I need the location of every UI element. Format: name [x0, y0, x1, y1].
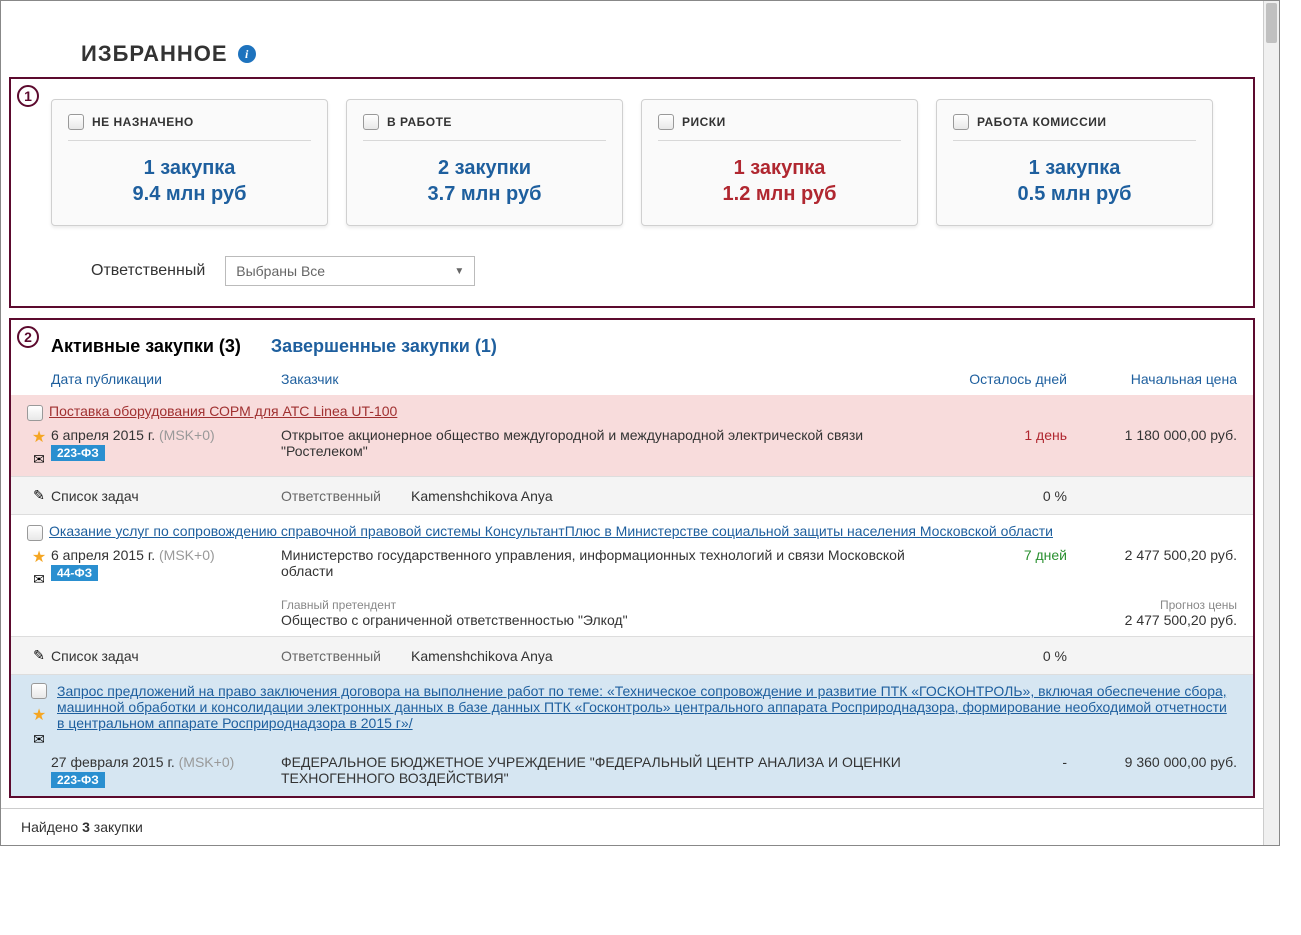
card-title: НЕ НАЗНАЧЕНО — [92, 115, 194, 129]
card-unassigned[interactable]: НЕ НАЗНАЧЕНО 1 закупка 9.4 млн руб — [51, 99, 328, 226]
card-title: В РАБОТЕ — [387, 115, 452, 129]
customer-name: Открытое акционерное общество междугород… — [281, 427, 937, 468]
customer-name: ФЕДЕРАЛЬНОЕ БЮДЖЕТНОЕ УЧРЕЖДЕНИЕ "ФЕДЕРА… — [281, 754, 937, 788]
law-badge: 44-ФЗ — [51, 565, 98, 581]
start-price: 2 477 500,20 руб. — [1067, 547, 1237, 588]
days-left: 7 дней — [937, 547, 1067, 588]
forecast-price: 2 477 500,20 руб. — [1067, 612, 1237, 628]
responsible-value: Kamenshchikova Anya — [411, 488, 937, 504]
customer-name: Министерство государственного управления… — [281, 547, 937, 588]
card-checkbox[interactable] — [658, 114, 674, 130]
star-icon[interactable]: ★ — [32, 427, 46, 447]
publish-date: 6 апреля 2015 г. — [51, 547, 155, 563]
card-count: 1 закупка — [953, 155, 1196, 181]
card-risks[interactable]: РИСКИ 1 закупка 1.2 млн руб — [641, 99, 918, 226]
card-title: РИСКИ — [682, 115, 726, 129]
publish-date: 27 февраля 2015 г. — [51, 754, 175, 770]
select-value: Выбраны Все — [236, 263, 325, 279]
card-count: 1 закупка — [658, 155, 901, 181]
timezone: (MSK+0) — [159, 547, 215, 563]
card-count: 1 закупка — [68, 155, 311, 181]
card-amount: 9.4 млн руб — [68, 181, 311, 207]
card-title: РАБОТА КОМИССИИ — [977, 115, 1107, 129]
star-icon[interactable]: ★ — [32, 705, 46, 725]
timezone: (MSK+0) — [159, 427, 215, 443]
responsible-label: Ответственный — [91, 262, 205, 280]
card-inprogress[interactable]: В РАБОТЕ 2 закупки 3.7 млн руб — [346, 99, 623, 226]
tasks-label[interactable]: Список задач — [51, 648, 281, 664]
responsible-label: Ответственный — [281, 488, 411, 504]
progress-pct: 0 % — [937, 488, 1067, 504]
card-checkbox[interactable] — [363, 114, 379, 130]
publish-date: 6 апреля 2015 г. — [51, 427, 155, 443]
edit-icon[interactable]: ✎ — [33, 487, 45, 504]
purchase-link[interactable]: Поставка оборудования СОРМ для АТС Linea… — [49, 403, 1237, 419]
page-title: ИЗБРАННОЕ — [81, 41, 228, 67]
tasks-label[interactable]: Список задач — [51, 488, 281, 504]
footer-count: Найдено 3 закупки — [1, 808, 1263, 845]
progress-pct: 0 % — [937, 648, 1067, 664]
days-left: - — [937, 754, 1067, 788]
tab-completed[interactable]: Завершенные закупки (1) — [271, 336, 497, 357]
mail-icon[interactable]: ✉ — [33, 731, 45, 748]
col-header-days[interactable]: Осталось дней — [937, 371, 1067, 387]
law-badge: 223-ФЗ — [51, 772, 105, 788]
section-marker-2: 2 — [17, 326, 39, 348]
purchase-link[interactable]: Запрос предложений на право заключения д… — [57, 683, 1237, 731]
edit-icon[interactable]: ✎ — [33, 647, 45, 664]
card-checkbox[interactable] — [953, 114, 969, 130]
card-amount: 1.2 млн руб — [658, 181, 901, 207]
section-marker-1: 1 — [17, 85, 39, 107]
contender-name: Общество с ограниченной ответственностью… — [281, 612, 917, 628]
tasks-row: ✎ Список задач Ответственный Kamenshchik… — [11, 476, 1253, 515]
timezone: (MSK+0) — [179, 754, 235, 770]
days-left: 1 день — [937, 427, 1067, 468]
table-row: ★ ✉ Запрос предложений на право заключен… — [11, 675, 1253, 796]
start-price: 1 180 000,00 руб. — [1067, 427, 1237, 468]
table-row: Поставка оборудования СОРМ для АТС Linea… — [11, 395, 1253, 476]
responsible-label: Ответственный — [281, 648, 411, 664]
scrollbar[interactable] — [1263, 1, 1279, 845]
scrollbar-thumb[interactable] — [1266, 3, 1277, 43]
purchase-link[interactable]: Оказание услуг по сопровождению справочн… — [49, 523, 1237, 539]
start-price: 9 360 000,00 руб. — [1067, 754, 1237, 788]
card-count: 2 закупки — [363, 155, 606, 181]
mail-icon[interactable]: ✉ — [33, 451, 45, 468]
card-commission[interactable]: РАБОТА КОМИССИИ 1 закупка 0.5 млн руб — [936, 99, 1213, 226]
info-icon[interactable]: i — [238, 45, 256, 63]
row-checkbox[interactable] — [31, 683, 47, 699]
col-header-price[interactable]: Начальная цена — [1067, 371, 1237, 387]
forecast-label: Прогноз цены — [1067, 598, 1237, 612]
mail-icon[interactable]: ✉ — [33, 571, 45, 588]
tasks-row: ✎ Список задач Ответственный Kamenshchik… — [11, 636, 1253, 675]
responsible-select[interactable]: Выбраны Все ▼ — [225, 256, 475, 286]
col-header-date[interactable]: Дата публикации — [51, 371, 281, 387]
contender-label: Главный претендент — [281, 598, 917, 612]
row-checkbox[interactable] — [27, 405, 43, 421]
chevron-down-icon: ▼ — [454, 266, 464, 277]
law-badge: 223-ФЗ — [51, 445, 105, 461]
table-row: Оказание услуг по сопровождению справочн… — [11, 515, 1253, 636]
row-checkbox[interactable] — [27, 525, 43, 541]
card-checkbox[interactable] — [68, 114, 84, 130]
tab-active[interactable]: Активные закупки (3) — [51, 336, 241, 357]
card-amount: 0.5 млн руб — [953, 181, 1196, 207]
col-header-customer[interactable]: Заказчик — [281, 371, 937, 387]
star-icon[interactable]: ★ — [32, 547, 46, 567]
responsible-value: Kamenshchikova Anya — [411, 648, 937, 664]
card-amount: 3.7 млн руб — [363, 181, 606, 207]
